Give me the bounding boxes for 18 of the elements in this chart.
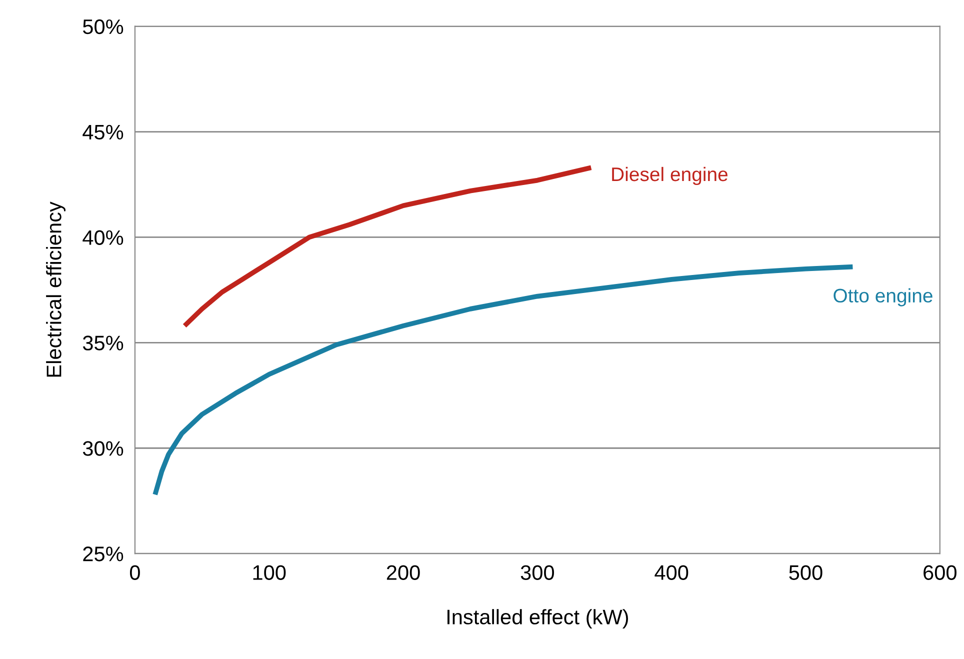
x-tick-label: 100 (253, 565, 286, 580)
x-tick-label: 200 (386, 565, 420, 580)
x-axis-title: Installed effect (kW) (448, 609, 628, 628)
x-tick-label: 400 (654, 565, 688, 580)
x-tick-label: 0 (130, 565, 140, 580)
x-tick-label: 600 (924, 565, 956, 580)
x-tick-label: 300 (520, 565, 554, 580)
y-tick-label: 35% (82, 336, 124, 350)
y-tick-label: 30% (82, 441, 124, 456)
x-tick-label: 500 (789, 565, 822, 580)
y-axis-title: Electrical efficiency (46, 202, 66, 377)
y-tick-label: 45% (82, 124, 124, 140)
series-label: Diesel engine (612, 166, 728, 186)
line-series (182, 165, 594, 328)
series-label: Otto engine (834, 288, 932, 306)
y-tick-label: 40% (82, 230, 124, 245)
y-tick-label: 25% (83, 546, 124, 562)
y-tick-label: 50% (82, 19, 124, 34)
